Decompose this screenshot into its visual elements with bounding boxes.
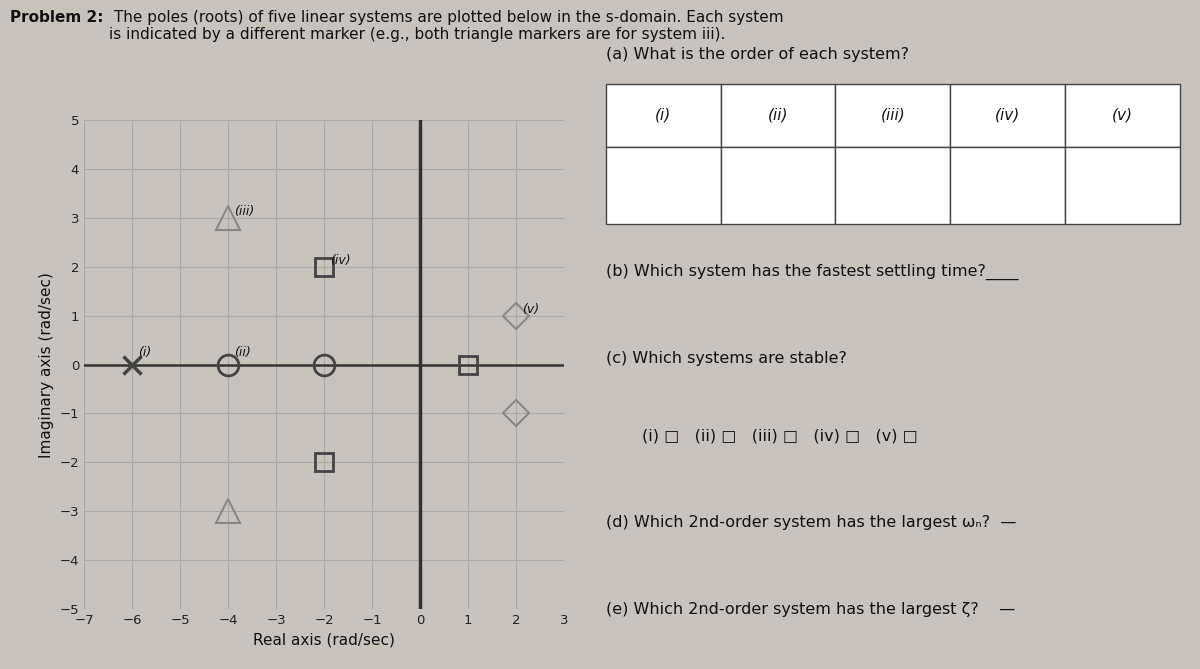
Text: (c) Which systems are stable?: (c) Which systems are stable? xyxy=(606,351,847,366)
Text: Problem 2:: Problem 2: xyxy=(10,10,103,25)
Text: (iii): (iii) xyxy=(234,205,254,218)
Text: (i) □   (ii) □   (iii) □   (iv) □   (v) □: (i) □ (ii) □ (iii) □ (iv) □ (v) □ xyxy=(642,428,918,443)
Text: (i): (i) xyxy=(655,108,672,123)
Text: (i): (i) xyxy=(138,346,151,359)
Text: (ii): (ii) xyxy=(234,346,251,359)
Text: (e) Which 2nd-order system has the largest ζ?    —: (e) Which 2nd-order system has the large… xyxy=(606,602,1015,617)
Text: (v): (v) xyxy=(522,303,539,316)
Text: (iii): (iii) xyxy=(881,108,905,123)
Text: (iv): (iv) xyxy=(995,108,1020,123)
Text: (v): (v) xyxy=(1111,108,1133,123)
Text: (iv): (iv) xyxy=(330,254,350,267)
X-axis label: Real axis (rad/sec): Real axis (rad/sec) xyxy=(253,632,395,647)
Text: The poles (roots) of five linear systems are plotted below in the s-domain. Each: The poles (roots) of five linear systems… xyxy=(109,10,784,42)
Text: (ii): (ii) xyxy=(768,108,788,123)
Y-axis label: Imaginary axis (rad/sec): Imaginary axis (rad/sec) xyxy=(38,272,54,458)
Text: (d) Which 2nd-order system has the largest ωₙ?  —: (d) Which 2nd-order system has the large… xyxy=(606,515,1016,530)
Text: (a) What is the order of each system?: (a) What is the order of each system? xyxy=(606,47,910,62)
Text: (b) Which system has the fastest settling time?____: (b) Which system has the fastest settlin… xyxy=(606,264,1019,280)
